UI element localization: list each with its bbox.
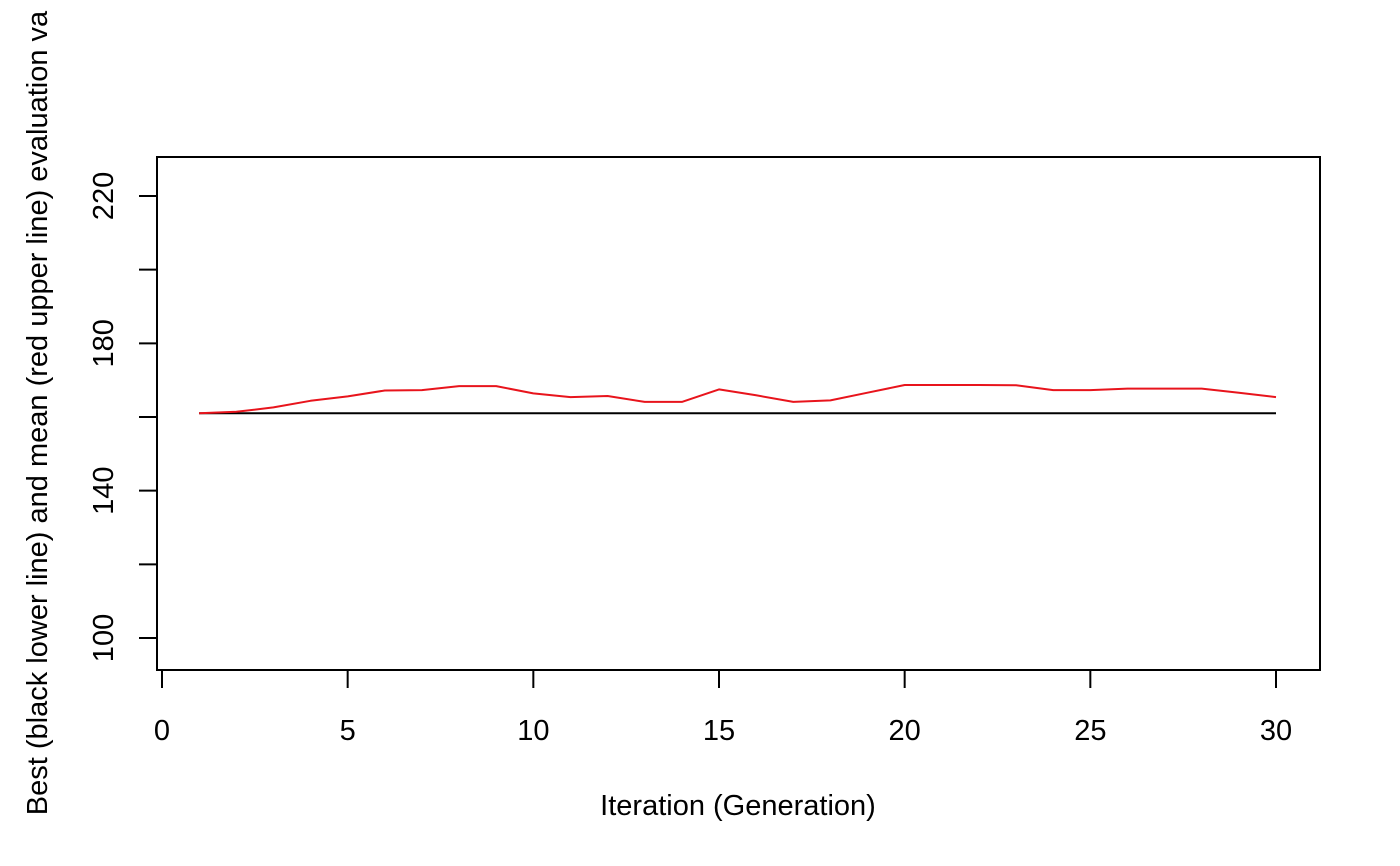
y-tick-label: 220: [88, 172, 120, 220]
mean-value-line: [199, 384, 1277, 415]
y-axis: 100 140 180 220: [88, 172, 158, 662]
y-axis-title: Best (black lower line) and mean (red up…: [22, 10, 54, 815]
y-tick-label: 140: [88, 466, 120, 514]
x-tick-label: 20: [889, 715, 921, 747]
x-tick-label: 0: [154, 715, 170, 747]
x-axis-title: Iteration (Generation): [600, 790, 876, 822]
x-tick-label: 10: [517, 715, 549, 747]
x-tick-label: 25: [1074, 715, 1106, 747]
x-tick-label: 5: [340, 715, 356, 747]
series-layer: [199, 384, 1277, 415]
x-axis: 0 5 10 15 20 25 30: [154, 669, 1292, 747]
x-tick-label: 15: [703, 715, 735, 747]
x-tick-label: 30: [1260, 715, 1292, 747]
y-tick-label: 180: [88, 319, 120, 367]
y-tick-label: 100: [88, 614, 120, 662]
